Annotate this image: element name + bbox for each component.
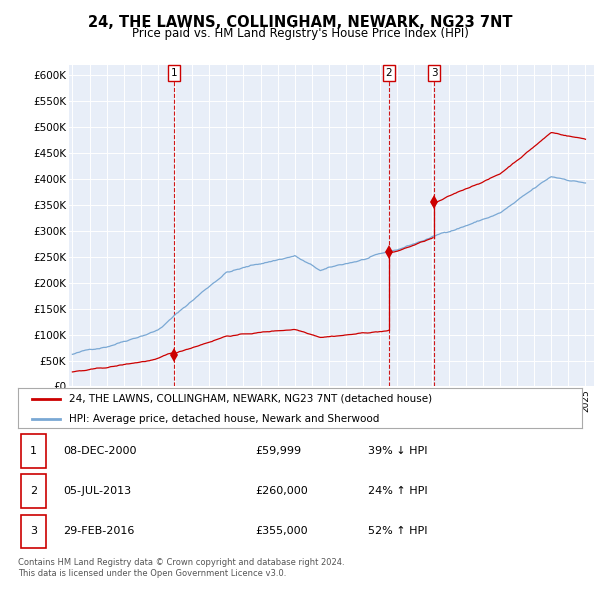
Text: 24, THE LAWNS, COLLINGHAM, NEWARK, NG23 7NT: 24, THE LAWNS, COLLINGHAM, NEWARK, NG23 … — [88, 15, 512, 30]
Text: £260,000: £260,000 — [255, 486, 308, 496]
Text: £59,999: £59,999 — [255, 446, 301, 456]
Text: £355,000: £355,000 — [255, 526, 308, 536]
Text: 39% ↓ HPI: 39% ↓ HPI — [368, 446, 427, 456]
Text: 29-FEB-2016: 29-FEB-2016 — [63, 526, 134, 536]
Text: This data is licensed under the Open Government Licence v3.0.: This data is licensed under the Open Gov… — [18, 569, 286, 578]
Text: 52% ↑ HPI: 52% ↑ HPI — [368, 526, 427, 536]
Text: 1: 1 — [30, 446, 37, 456]
FancyBboxPatch shape — [21, 514, 46, 549]
FancyBboxPatch shape — [21, 474, 46, 508]
Text: 24% ↑ HPI: 24% ↑ HPI — [368, 486, 427, 496]
FancyBboxPatch shape — [21, 434, 46, 468]
Text: 2: 2 — [386, 68, 392, 78]
Text: 2: 2 — [30, 486, 37, 496]
Text: 08-DEC-2000: 08-DEC-2000 — [63, 446, 137, 456]
Text: 3: 3 — [30, 526, 37, 536]
Text: 1: 1 — [170, 68, 178, 78]
Text: Price paid vs. HM Land Registry's House Price Index (HPI): Price paid vs. HM Land Registry's House … — [131, 27, 469, 40]
Text: 24, THE LAWNS, COLLINGHAM, NEWARK, NG23 7NT (detached house): 24, THE LAWNS, COLLINGHAM, NEWARK, NG23 … — [69, 394, 432, 404]
Text: 05-JUL-2013: 05-JUL-2013 — [63, 486, 131, 496]
Text: HPI: Average price, detached house, Newark and Sherwood: HPI: Average price, detached house, Newa… — [69, 414, 379, 424]
Text: Contains HM Land Registry data © Crown copyright and database right 2024.: Contains HM Land Registry data © Crown c… — [18, 558, 344, 566]
Text: 3: 3 — [431, 68, 437, 78]
